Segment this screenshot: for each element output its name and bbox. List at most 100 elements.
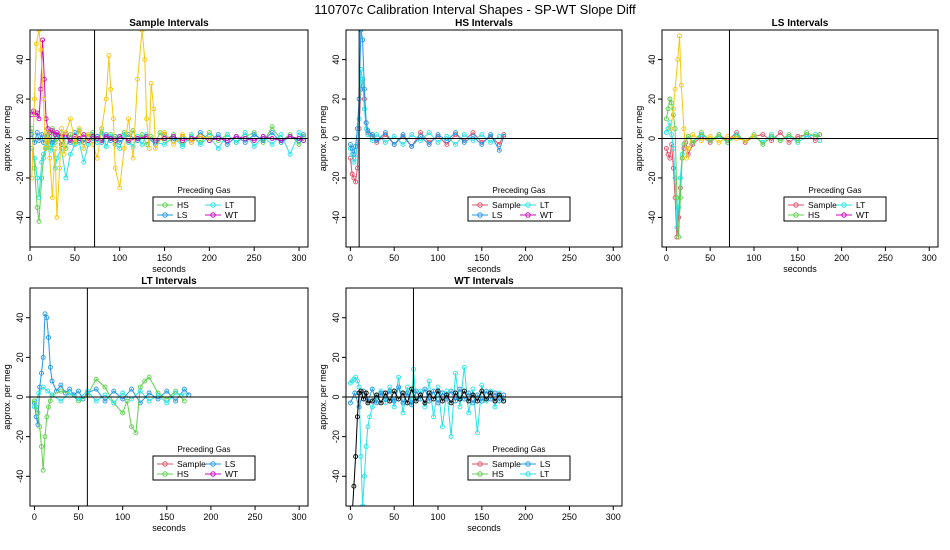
legend-swatch-point <box>841 212 847 218</box>
data-point-LS <box>435 132 441 138</box>
data-point-LT <box>461 132 467 138</box>
data-point-Sample-yellow <box>94 155 100 161</box>
data-point-LS <box>448 388 454 394</box>
x-tick-label: 300 <box>922 253 937 263</box>
data-point-HS <box>35 410 41 416</box>
data-point-LS <box>400 132 406 138</box>
data-point-LS <box>363 120 369 126</box>
data-point-HS <box>46 404 51 410</box>
data-point-LS <box>369 386 375 392</box>
data-point-HS <box>93 376 99 382</box>
legend-swatch-point <box>162 212 168 218</box>
data-point-WTcycle <box>400 390 406 396</box>
data-point-LS <box>129 386 134 392</box>
data-point-HS <box>37 424 43 430</box>
legend-label: LT <box>225 200 234 210</box>
data-point-Sample <box>349 171 355 177</box>
data-point-LS <box>93 386 99 392</box>
legend-label: HS <box>808 210 820 220</box>
x-tick-label: 50 <box>705 253 715 263</box>
x-tick-label: 100 <box>430 253 445 263</box>
data-point-Sample-yellow <box>153 145 158 151</box>
data-point-LS <box>382 130 388 136</box>
x-tick-label: 100 <box>112 253 127 263</box>
data-point-LT <box>278 132 284 138</box>
data-point-HS <box>716 132 722 138</box>
legend-title: Preceding Gas <box>178 445 231 454</box>
legend-label: LT <box>540 469 549 479</box>
data-point-Sample <box>665 151 671 157</box>
data-point-Sample-yellow <box>139 30 145 33</box>
data-point-Sample-yellow <box>148 80 154 86</box>
data-point-LT <box>361 473 367 479</box>
data-point-LT <box>453 141 458 147</box>
x-axis-label: seconds <box>152 264 186 274</box>
data-point-LS <box>353 143 359 149</box>
data-point-LT <box>470 386 476 392</box>
legend-swatch-point <box>841 202 847 208</box>
legend-swatch-point <box>210 461 216 467</box>
y-tick-label: -20 <box>15 430 25 443</box>
data-point-WTcycle <box>369 398 375 404</box>
data-point-LS <box>413 388 419 394</box>
data-point-WTcycle <box>488 390 494 396</box>
y-tick-label: 40 <box>15 313 25 323</box>
data-point-LT <box>354 378 360 384</box>
data-point-LT <box>439 424 445 430</box>
data-point-WTcycle <box>426 390 432 396</box>
data-point-LT <box>669 132 675 138</box>
data-point-Sample-yellow <box>672 86 678 92</box>
data-point-HS <box>40 467 46 473</box>
data-point-LT <box>34 175 40 181</box>
data-point-LT <box>672 175 678 181</box>
series-group <box>347 30 507 185</box>
legend-box <box>467 196 571 222</box>
x-tick-label: 50 <box>389 512 399 522</box>
y-tick-label: 20 <box>331 352 341 362</box>
y-tick-label: -20 <box>15 171 25 184</box>
data-point-LT <box>461 364 467 370</box>
data-point-LT <box>197 141 203 147</box>
legend-label: LS <box>177 210 188 220</box>
data-point-LT <box>396 374 402 380</box>
data-point-HS <box>67 132 73 138</box>
legend-swatch-point <box>525 202 531 208</box>
data-point-LT <box>404 384 410 390</box>
data-point-WTcycle <box>354 414 360 420</box>
data-point-Sample-yellow <box>72 139 78 145</box>
y-axis-label: approx. per meg <box>2 364 12 430</box>
data-point-HS <box>120 410 126 416</box>
data-point-WT <box>49 128 55 134</box>
data-point-Sample-yellow <box>63 130 69 136</box>
data-point-LS <box>453 398 458 404</box>
data-point-HS <box>181 398 187 404</box>
data-point-LS <box>396 384 402 390</box>
data-point-HS <box>698 130 704 136</box>
data-point-LT <box>448 434 454 440</box>
legend-swatch-point <box>162 202 168 208</box>
data-point-LT <box>67 390 73 396</box>
legend-box <box>152 196 256 222</box>
legend-title: Preceding Gas <box>809 186 862 195</box>
panel-2: LS Intervals 0 50 100 150 200 250 300 -40 -20 0 20 4… <box>634 18 939 274</box>
data-point-Sample-yellow <box>151 106 157 112</box>
x-tick-label: 250 <box>247 253 262 263</box>
panel-title: WT Intervals <box>454 276 514 287</box>
data-point-Sample-yellow <box>108 86 114 92</box>
data-point-LS <box>49 378 55 384</box>
y-tick-label: -20 <box>331 430 341 443</box>
legend-swatch-point <box>525 461 531 467</box>
legend-swatch-point <box>210 212 216 218</box>
data-point-LT <box>382 139 388 145</box>
data-point-LT <box>39 159 45 165</box>
data-point-Sample-yellow <box>41 96 46 102</box>
data-point-HS <box>804 130 810 136</box>
data-point-LT <box>242 130 248 136</box>
data-point-LS <box>30 132 35 138</box>
data-point-HS <box>665 106 671 112</box>
panel-4: WT Intervals 0 50 100 150 200 250 300 -40 -20 0 20 4… <box>318 276 623 533</box>
data-point-LS <box>47 364 53 370</box>
data-point-Sample-yellow <box>67 116 73 122</box>
data-point-LT <box>457 404 463 410</box>
